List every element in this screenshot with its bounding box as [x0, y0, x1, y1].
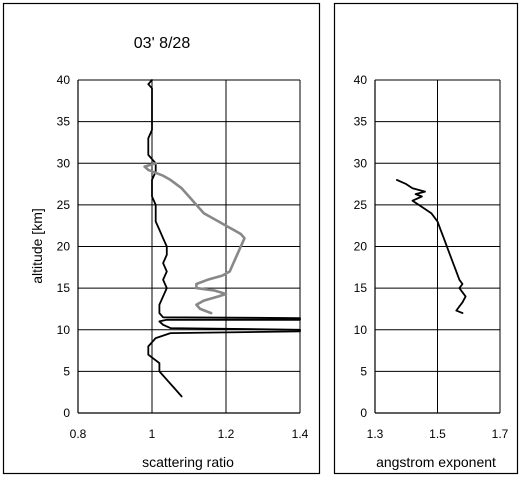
right-panel-frame: [333, 2, 519, 475]
left-series-line-1: [143, 162, 246, 315]
left-y-tick-label: 10: [57, 323, 71, 337]
right-x-axis-label: angstrom exponent: [376, 454, 496, 470]
right-y-tick-label: 20: [354, 240, 368, 254]
right-x-tick-label: 1.7: [492, 427, 509, 441]
left-panel-frame: [2, 2, 321, 475]
left-x-tick-label: 0.8: [70, 427, 87, 441]
right-y-tick-label: 15: [354, 281, 368, 295]
right-y-tick-label: 40: [354, 73, 368, 87]
right-x-tick-label: 1.5: [429, 427, 446, 441]
right-series-line-0: [395, 178, 467, 315]
left-x-axis-label: scattering ratio: [142, 454, 234, 470]
left-y-tick-label: 40: [57, 73, 71, 87]
left-x-tick-label: 1.4: [292, 427, 309, 441]
right-y-tick-label: 30: [354, 156, 368, 170]
left-series-line-0: [147, 79, 301, 398]
right-y-tick-label: 0: [360, 406, 367, 420]
left-y-tick-label: 30: [57, 156, 71, 170]
left-x-tick-label: 1: [149, 427, 156, 441]
right-x-tick-label: 1.3: [367, 427, 384, 441]
left-y-tick-label: 15: [57, 281, 71, 295]
left-chart-title: 03' 8/28: [134, 35, 191, 52]
left-y-tick-label: 35: [57, 115, 71, 129]
left-y-axis-label: altitude [km]: [29, 208, 45, 283]
left-y-tick-label: 25: [57, 198, 71, 212]
right-y-tick-label: 25: [354, 198, 368, 212]
left-y-tick-label: 5: [63, 364, 70, 378]
right-y-tick-label: 10: [354, 323, 368, 337]
right-y-tick-label: 35: [354, 115, 368, 129]
left-y-tick-label: 20: [57, 240, 71, 254]
right-y-tick-label: 5: [360, 364, 367, 378]
left-y-tick-label: 0: [63, 406, 70, 420]
left-x-tick-label: 1.2: [218, 427, 235, 441]
